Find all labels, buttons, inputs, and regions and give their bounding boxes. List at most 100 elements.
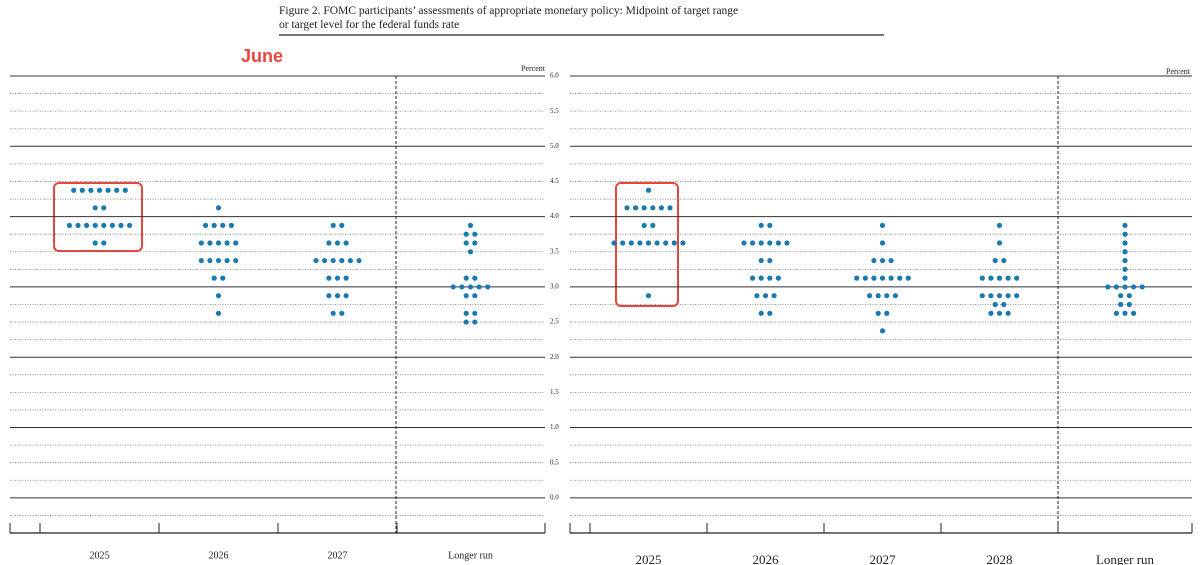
dot <box>641 205 647 211</box>
dot <box>1001 301 1007 308</box>
dot <box>84 222 90 229</box>
dot <box>641 222 647 229</box>
dot <box>330 310 336 316</box>
dot <box>463 293 469 299</box>
y-axis-label: Percent <box>521 64 546 73</box>
dot <box>211 275 217 281</box>
dot <box>645 240 652 246</box>
dot <box>1122 284 1128 290</box>
dot <box>771 293 777 299</box>
dot <box>330 257 336 264</box>
dot <box>472 240 478 246</box>
dot <box>472 275 478 281</box>
dot <box>101 240 107 246</box>
dot <box>233 240 239 246</box>
dot <box>79 187 85 193</box>
y-tick-label: 2.0 <box>550 353 559 361</box>
y-tick-label: 6.0 <box>550 72 559 80</box>
dot <box>663 240 669 246</box>
dot <box>228 222 234 229</box>
dot <box>463 275 469 281</box>
x-tick-label: 2025 <box>90 550 110 561</box>
dot <box>1014 275 1020 281</box>
dot <box>767 257 773 264</box>
dot <box>343 293 349 299</box>
dot <box>224 257 230 264</box>
dot <box>220 222 226 229</box>
dot <box>334 293 341 299</box>
dot <box>658 205 665 211</box>
dot <box>871 275 877 281</box>
dot <box>1139 284 1145 290</box>
dot <box>472 319 478 325</box>
x-tick-label: Longer run <box>1096 552 1155 565</box>
y-tick-label: 0.0 <box>550 493 559 501</box>
dot <box>467 284 474 290</box>
x-tick-label: 2026 <box>209 550 229 561</box>
dot <box>680 240 686 246</box>
dot <box>347 257 353 264</box>
dot <box>326 275 332 281</box>
dot <box>650 205 656 211</box>
y-tick-label: 4.0 <box>550 212 559 220</box>
dot <box>879 240 886 246</box>
dot <box>1113 310 1119 316</box>
dot <box>633 205 639 211</box>
dot <box>463 319 469 325</box>
dot <box>215 310 222 316</box>
dot <box>650 222 656 229</box>
dot <box>463 231 469 237</box>
y-tick-label: 3.0 <box>550 283 559 291</box>
figure-title: Figure 2. FOMC participants’ assessments… <box>279 5 738 17</box>
dot <box>467 222 474 229</box>
dot <box>459 284 465 290</box>
dot <box>620 240 626 246</box>
dot <box>671 240 677 246</box>
dot <box>1118 293 1124 299</box>
dot <box>611 240 617 246</box>
dot <box>463 240 469 246</box>
dot <box>888 257 894 264</box>
dot <box>88 187 94 193</box>
dot <box>203 222 209 229</box>
dot <box>758 275 764 281</box>
dot <box>322 257 328 264</box>
dot <box>1122 231 1128 237</box>
dot <box>1131 284 1137 290</box>
y-axis-label: Percent <box>1166 67 1191 76</box>
dot <box>758 310 764 316</box>
dot <box>996 240 1003 246</box>
dot <box>122 187 128 193</box>
y-tick-label: 1.5 <box>550 388 559 396</box>
annotation: June <box>241 46 283 66</box>
y-tick-label: 0.5 <box>550 458 559 466</box>
x-tick-label: 2025 <box>636 552 662 565</box>
dot <box>339 257 345 264</box>
x-tick-label: 2026 <box>753 552 780 565</box>
y-tick-label: 5.0 <box>550 142 559 150</box>
dot <box>92 240 98 246</box>
dot <box>343 275 349 281</box>
dot <box>1126 293 1132 299</box>
dot <box>667 205 673 211</box>
dot <box>988 310 994 316</box>
dot <box>645 187 652 193</box>
dot <box>758 257 764 264</box>
dot <box>758 240 764 246</box>
dot <box>472 310 478 316</box>
dot <box>101 205 107 211</box>
y-tick-label: 4.5 <box>550 177 559 185</box>
dot <box>996 222 1003 229</box>
dot <box>867 293 873 299</box>
x-tick-label: 2028 <box>987 552 1013 565</box>
dot <box>105 187 111 193</box>
dot <box>1001 257 1007 264</box>
dot <box>1118 301 1124 308</box>
dot <box>879 257 886 264</box>
dot <box>118 222 124 229</box>
dot <box>871 257 877 264</box>
dot <box>988 275 994 281</box>
dot <box>1131 310 1137 316</box>
y-tick-label: 3.5 <box>550 247 559 255</box>
